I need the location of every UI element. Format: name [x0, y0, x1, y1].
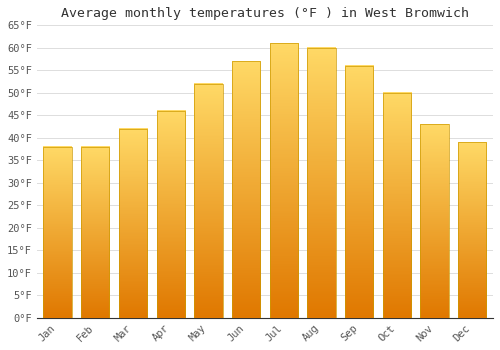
- Bar: [270, 43, 298, 318]
- Bar: [81, 147, 110, 318]
- Bar: [194, 84, 222, 318]
- Bar: [308, 48, 336, 318]
- Bar: [420, 124, 449, 318]
- Bar: [232, 61, 260, 318]
- Bar: [345, 66, 374, 318]
- Bar: [383, 93, 411, 318]
- Title: Average monthly temperatures (°F ) in West Bromwich: Average monthly temperatures (°F ) in We…: [61, 7, 469, 20]
- Bar: [458, 142, 486, 318]
- Bar: [119, 129, 147, 318]
- Bar: [44, 147, 72, 318]
- Bar: [156, 111, 185, 318]
